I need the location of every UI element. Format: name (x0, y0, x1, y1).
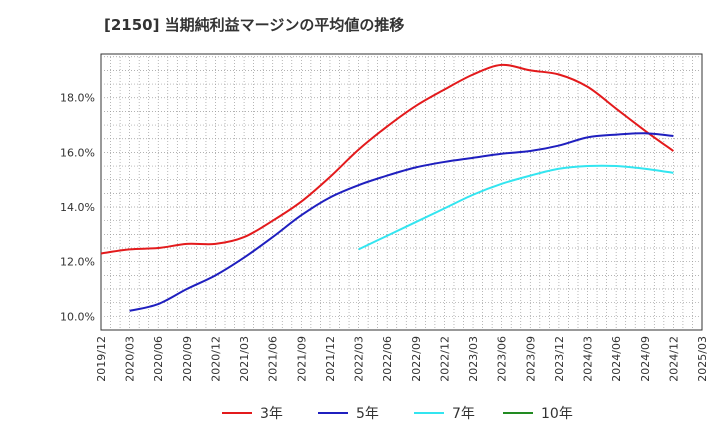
x-tick-label: 2025/03 (696, 336, 709, 382)
chart-title: [2150] 当期純利益マージンの平均値の推移 (104, 16, 405, 34)
legend-swatch (503, 412, 533, 414)
x-tick-label: 2024/06 (610, 336, 623, 382)
x-tick-label: 2022/12 (438, 336, 451, 382)
legend-swatch (222, 412, 252, 414)
legend-item: 10年 (503, 403, 573, 423)
y-tick-label: 10.0% (60, 310, 95, 323)
x-tick-label: 2023/09 (524, 336, 537, 382)
x-tick-label: 2023/03 (467, 336, 480, 382)
legend-item: 5年 (318, 403, 379, 423)
legend-label: 5年 (356, 406, 379, 422)
x-tick-label: 2021/06 (267, 336, 280, 382)
x-tick-label: 2020/12 (209, 336, 222, 382)
legend-swatch (414, 412, 444, 414)
legend-label: 10年 (541, 406, 573, 422)
legend-item: 7年 (414, 403, 475, 423)
grid-layer (100, 53, 703, 331)
series-line-2 (129, 132, 674, 312)
legend-swatch (318, 412, 348, 414)
legend-label: 7年 (452, 406, 475, 422)
x-tick-label: 2022/09 (410, 336, 423, 382)
x-tick-label: 2024/09 (639, 336, 652, 382)
legend-label: 3年 (260, 406, 283, 422)
y-tick-label: 14.0% (60, 201, 95, 214)
x-tick-label: 2023/06 (496, 336, 509, 382)
y-tick-label: 18.0% (60, 92, 95, 105)
x-tick-label: 2020/09 (181, 336, 194, 382)
x-tick-label: 2019/12 (95, 336, 108, 382)
legend-item: 3年 (222, 403, 283, 423)
series-line-1 (100, 63, 674, 255)
x-tick-label: 2024/12 (667, 336, 680, 382)
x-tick-label: 2022/03 (353, 336, 366, 382)
x-tick-label: 2021/03 (238, 336, 251, 382)
axis-layer: 10.0% 12.0% 14.0% 16.0% 18.0% 2019/12 2020/03 2… (60, 92, 709, 382)
plot-area (100, 53, 703, 331)
x-tick-label: 2020/03 (124, 336, 137, 382)
x-tick-label: 2021/12 (324, 336, 337, 382)
y-tick-label: 12.0% (60, 256, 95, 269)
x-tick-label: 2024/03 (582, 336, 595, 382)
y-tick-label: 16.0% (60, 146, 95, 159)
x-tick-label: 2022/06 (381, 336, 394, 382)
x-tick-label: 2023/12 (553, 336, 566, 382)
x-tick-label: 2020/06 (152, 336, 165, 382)
series-line-3 (358, 164, 674, 251)
series-layer (100, 63, 674, 312)
x-tick-label: 2021/09 (295, 336, 308, 382)
